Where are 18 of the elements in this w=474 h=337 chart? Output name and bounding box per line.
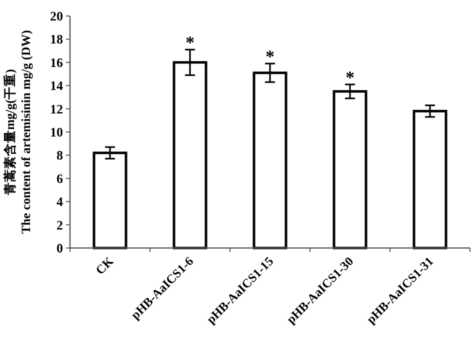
y-tick-label: 20 [50, 8, 63, 24]
y-tick-label: 0 [56, 240, 63, 256]
y-tick-label: 18 [50, 32, 64, 47]
y-tick-label: 10 [50, 124, 63, 140]
y-tick-label: 6 [56, 170, 64, 186]
y-tick-label: 14 [50, 78, 64, 94]
y-tick-label: 12 [50, 101, 63, 116]
annotation: * [346, 67, 354, 88]
y-tick-label: 2 [56, 217, 63, 232]
bar [92, 152, 128, 250]
y-axis-title: 青蒿素含量mg/g(干重) The content of artemisinin mg/g (DW) [2, 30, 33, 234]
y-tick-label: 8 [56, 148, 64, 163]
annotation: * [186, 32, 194, 53]
y-tick-label: 4 [56, 194, 64, 210]
x-tick-label: CK [92, 254, 116, 278]
annotation: * [266, 46, 274, 67]
bar [412, 110, 448, 250]
y-tick-label: 16 [50, 54, 64, 70]
